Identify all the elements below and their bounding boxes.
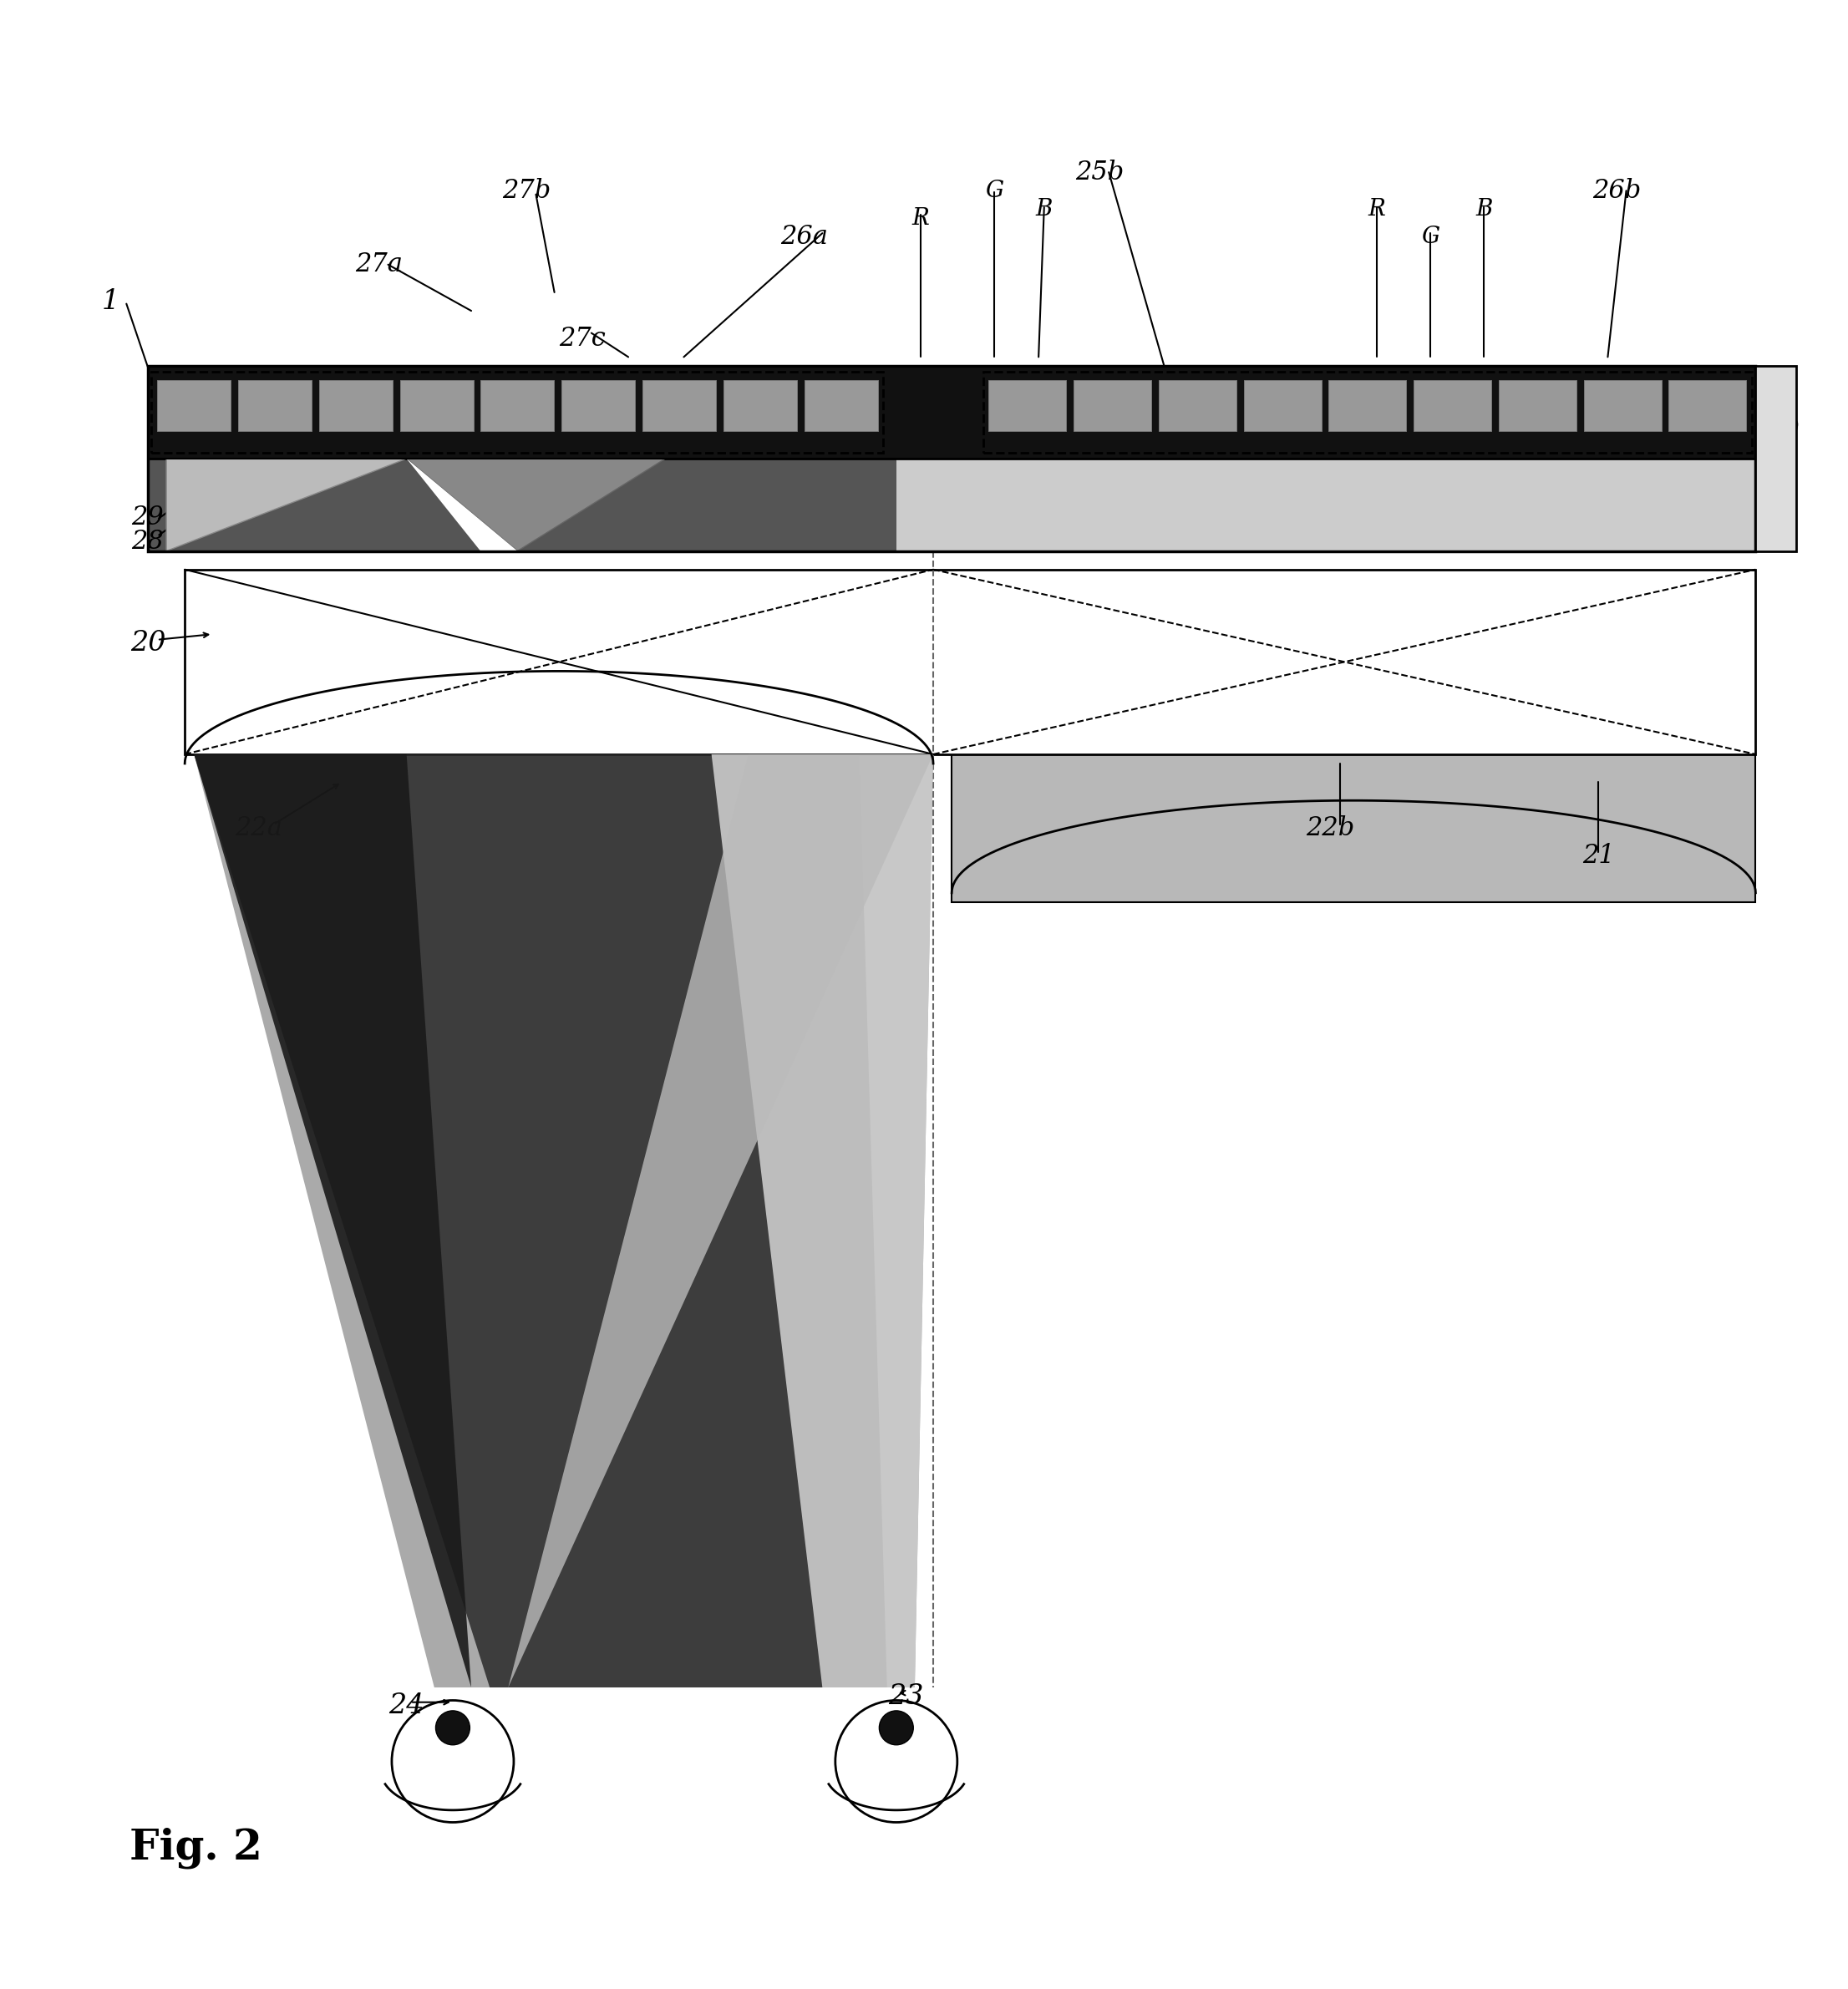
Text: 26b: 26b [1593,177,1641,203]
Text: 20: 20 [129,631,166,656]
Text: 25a: 25a [170,428,218,453]
Polygon shape [238,380,312,432]
Polygon shape [804,380,878,432]
Text: G: G [1421,225,1440,249]
Text: 29: 29 [131,505,164,531]
Text: 22b: 22b [1307,815,1355,841]
Polygon shape [1584,380,1661,432]
Polygon shape [480,380,554,432]
Text: Fig. 2: Fig. 2 [129,1828,262,1870]
Polygon shape [407,459,517,551]
Text: 39: 39 [1767,418,1800,444]
Polygon shape [989,380,1066,432]
Polygon shape [711,754,933,1687]
Text: G: G [985,179,1003,203]
Text: B: B [1035,197,1053,221]
Circle shape [880,1711,913,1744]
Polygon shape [1159,380,1236,432]
Polygon shape [1669,380,1746,432]
Polygon shape [1074,380,1151,432]
Polygon shape [896,459,1756,551]
Text: 22a: 22a [235,815,283,841]
Polygon shape [562,380,636,432]
Polygon shape [643,380,715,432]
Polygon shape [1244,380,1321,432]
Text: 25b: 25b [1076,159,1124,185]
Text: 26a: 26a [780,225,828,251]
Text: 24: 24 [388,1693,425,1718]
Polygon shape [166,459,407,551]
Bar [983,372,1752,453]
Polygon shape [1329,380,1406,432]
Polygon shape [399,380,473,432]
Polygon shape [508,754,933,1687]
Polygon shape [194,754,887,1687]
Polygon shape [157,380,231,432]
Text: 28: 28 [131,529,164,555]
Text: R: R [1368,197,1386,221]
Circle shape [436,1711,469,1744]
Text: 27b: 27b [503,177,551,203]
Polygon shape [407,459,665,551]
Polygon shape [320,380,392,432]
Text: 23: 23 [887,1683,924,1711]
Polygon shape [148,366,1756,459]
Polygon shape [952,754,1756,903]
Polygon shape [148,459,896,551]
Polygon shape [194,754,471,1687]
Polygon shape [723,380,796,432]
Text: R: R [911,207,930,229]
Text: 27a: 27a [355,253,403,278]
Polygon shape [1756,366,1796,551]
Text: 21: 21 [1582,843,1615,869]
Polygon shape [1414,380,1491,432]
Text: 1: 1 [102,288,120,314]
Text: 27c: 27c [558,326,606,352]
Polygon shape [194,754,933,1687]
Bar [152,372,883,453]
Polygon shape [1499,380,1576,432]
Text: B: B [1475,197,1493,221]
Polygon shape [185,569,1756,754]
